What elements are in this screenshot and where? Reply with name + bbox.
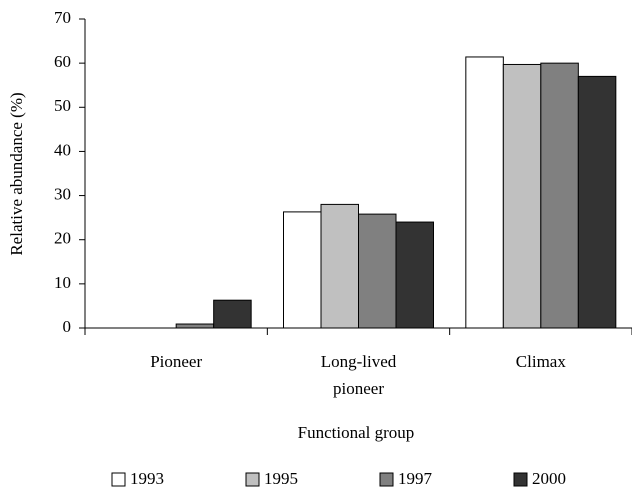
y-tick-label: 10	[54, 273, 71, 292]
y-axis-label: Relative abundance (%)	[7, 92, 26, 255]
legend-label: 1997	[398, 469, 433, 488]
y-tick-label: 40	[54, 140, 71, 159]
x-tick-label: Climax	[515, 352, 566, 371]
x-axis-label: Functional group	[298, 423, 415, 442]
x-tick-label: Pioneer	[150, 352, 203, 371]
bar	[320, 203, 359, 329]
legend-label: 2000	[532, 469, 566, 488]
bar	[213, 299, 252, 329]
legend-swatch	[379, 472, 394, 487]
legend-label: 1993	[130, 469, 164, 488]
bar	[540, 62, 579, 329]
y-tick-label: 60	[54, 52, 71, 71]
y-tick-label: 70	[54, 8, 71, 27]
bar	[465, 56, 504, 329]
bar	[395, 221, 434, 329]
bar	[175, 323, 215, 329]
bar	[502, 63, 542, 329]
x-tick-label: Long-lived pioneer	[320, 352, 397, 398]
bar	[577, 75, 617, 329]
legend-swatch	[513, 472, 528, 487]
legend-swatch	[111, 472, 126, 487]
legend-swatch	[245, 472, 260, 487]
bar	[283, 211, 322, 329]
legend-label: 1995	[264, 469, 298, 488]
y-tick-label: 50	[54, 96, 71, 115]
y-tick-label: 30	[54, 184, 71, 203]
bar	[358, 213, 397, 329]
y-tick-label: 20	[54, 229, 71, 248]
y-tick-label: 0	[63, 317, 72, 336]
